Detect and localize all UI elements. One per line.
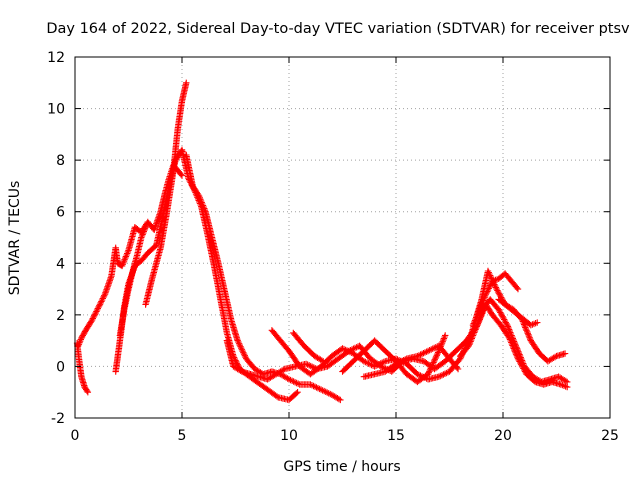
data-point-markers (495, 296, 541, 329)
y-axis-label: SDTVAR / TECUs (7, 181, 23, 296)
series-arc-10 (339, 332, 449, 386)
x-tick-label: 15 (387, 428, 405, 444)
series-arc-13 (469, 270, 522, 329)
data-marks (73, 79, 571, 404)
series-arc-14 (495, 296, 541, 329)
y-tick-label: -2 (51, 411, 65, 427)
data-point-markers (142, 79, 190, 308)
y-tick-label: 10 (47, 102, 65, 118)
series-arc-12 (457, 296, 571, 386)
plot-frame (74, 56, 611, 419)
chart-title: Day 164 of 2022, Sidereal Day-to-day VTE… (46, 21, 630, 37)
x-tick-label: 0 (71, 428, 80, 444)
data-point-markers (116, 223, 149, 339)
series-arc-5 (142, 79, 190, 308)
axis-ticks: 0 5 10 15 20 25 -2 0 2 4 6 8 10 12 (47, 50, 619, 444)
data-point-markers (112, 146, 301, 404)
x-tick-label: 10 (280, 428, 298, 444)
x-tick-label: 20 (494, 428, 512, 444)
y-tick-label: 2 (56, 308, 65, 324)
data-point-markers (73, 340, 92, 396)
data-point-markers (457, 296, 571, 386)
data-point-markers (469, 270, 522, 329)
series-arc-9 (290, 329, 327, 365)
grid-lines (75, 57, 610, 418)
series-arc-3 (112, 146, 301, 404)
y-tick-label: 0 (56, 359, 65, 375)
y-tick-label: 8 (56, 153, 65, 169)
data-point-markers (290, 329, 327, 365)
y-tick-label: 6 (56, 205, 65, 221)
y-tick-label: 4 (56, 256, 65, 272)
data-point-markers (339, 332, 449, 386)
series-arc-4 (116, 223, 149, 339)
x-axis-label: GPS time / hours (283, 459, 400, 475)
x-tick-label: 25 (601, 428, 619, 444)
y-tick-label: 12 (47, 50, 65, 66)
series-arc-2 (73, 340, 92, 396)
series-arc-11 (360, 342, 462, 380)
data-point-markers (360, 342, 462, 380)
x-tick-label: 5 (178, 428, 187, 444)
